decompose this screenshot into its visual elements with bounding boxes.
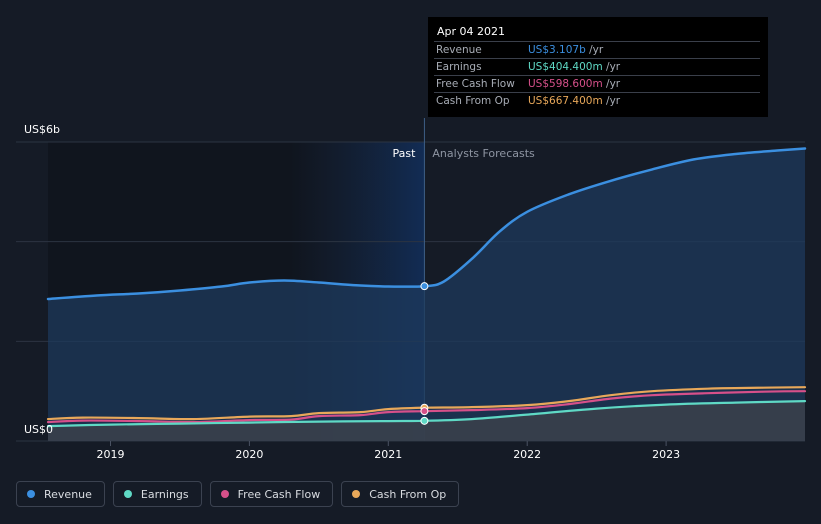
x-tick-label: 2022 <box>513 448 541 461</box>
tooltip-divider <box>434 75 760 76</box>
tooltip-divider <box>434 41 760 42</box>
tooltip-divider <box>434 92 760 93</box>
hover-tooltip: Apr 04 2021 Revenue US$3.107b /yr Earnin… <box>428 17 768 117</box>
x-tick-label: 2020 <box>235 448 263 461</box>
chart: US$6b US$0 2019 2020 2021 2022 2023 Past Analyst… <box>16 118 807 461</box>
tooltip-label-earnings: Earnings <box>436 61 482 73</box>
x-tick-label: 2021 <box>374 448 402 461</box>
past-region-label: Past <box>392 147 416 160</box>
legend-dot-icon <box>352 490 361 498</box>
tooltip-label-free-cash-flow: Free Cash Flow <box>436 78 515 90</box>
tooltip-value-revenue: US$3.107b /yr <box>528 44 604 56</box>
legend-item-earnings[interactable]: Earnings <box>112 481 202 507</box>
y-axis-bottom-label: US$0 <box>24 423 53 436</box>
series-line-revenue <box>46 147 807 301</box>
x-tick-label: 2023 <box>652 448 680 461</box>
series-marker-revenue <box>420 282 429 291</box>
tooltip-row-free-cash-flow: Free Cash Flow US$598.600m /yr <box>428 75 768 91</box>
revenue-area <box>48 148 805 441</box>
forecast-region-label: Analysts Forecasts <box>432 147 535 160</box>
tooltip-label-cash-from-op: Cash From Op <box>436 95 510 107</box>
legend-dot-icon <box>123 490 132 498</box>
tooltip-row-earnings: Earnings US$404.400m /yr <box>428 58 768 74</box>
legend-label-revenue: Revenue <box>44 487 92 501</box>
tooltip-value-cash-from-op: US$667.400m /yr <box>528 95 621 107</box>
tooltip-row-cash-from-op: Cash From Op US$667.400m /yr <box>428 92 768 108</box>
y-axis-top-label: US$6b <box>24 123 60 136</box>
tooltip-value-earnings: US$404.400m /yr <box>528 61 621 73</box>
legend-item-revenue[interactable]: Revenue <box>16 481 105 507</box>
legend-dot-icon <box>27 490 35 498</box>
tooltip-divider <box>434 58 760 59</box>
tooltip-date: Apr 04 2021 <box>437 25 506 38</box>
chart-legend: Revenue Earnings Free Cash Flow Cash Fro… <box>16 481 460 509</box>
series-marker-free-cash-flow <box>420 407 429 416</box>
legend-item-cash-from-op[interactable]: Cash From Op <box>341 481 460 507</box>
tooltip-row-revenue: Revenue US$3.107b /yr <box>428 41 768 57</box>
legend-label-cash-from-op: Cash From Op <box>369 487 447 501</box>
legend-item-free-cash-flow[interactable]: Free Cash Flow <box>209 481 334 507</box>
x-tick-label: 2019 <box>97 448 125 461</box>
series-line-free-cash-flow <box>46 390 807 424</box>
series-line-cash-from-op <box>46 386 807 421</box>
tooltip-value-free-cash-flow: US$598.600m /yr <box>528 78 621 90</box>
tooltip-label-revenue: Revenue <box>436 44 482 56</box>
legend-label-earnings: Earnings <box>140 487 189 501</box>
legend-label-free-cash-flow: Free Cash Flow <box>237 487 321 501</box>
legend-dot-icon <box>220 490 229 498</box>
series-marker-earnings <box>420 416 429 425</box>
